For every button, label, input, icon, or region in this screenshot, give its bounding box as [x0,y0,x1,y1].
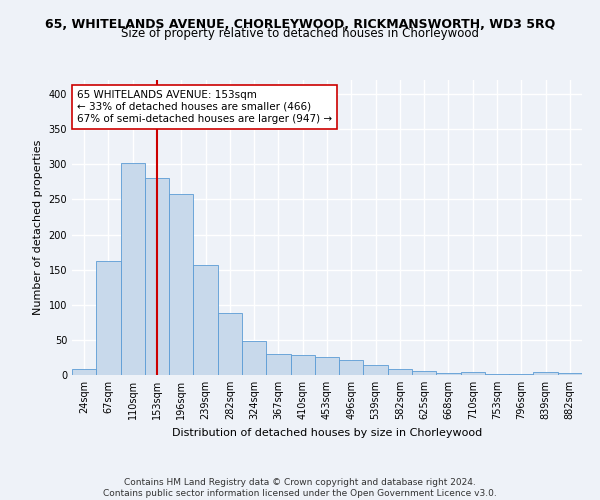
Bar [461,372,485,375]
Bar [218,313,242,375]
Text: 65 WHITELANDS AVENUE: 153sqm
← 33% of detached houses are smaller (466)
67% of s: 65 WHITELANDS AVENUE: 153sqm ← 33% of de… [77,90,332,124]
Bar [412,371,436,375]
Bar [266,354,290,375]
Bar [72,370,96,375]
X-axis label: Distribution of detached houses by size in Chorleywood: Distribution of detached houses by size … [172,428,482,438]
Bar [96,260,121,375]
Bar [388,370,412,375]
Bar [364,365,388,375]
Text: Contains HM Land Registry data © Crown copyright and database right 2024.
Contai: Contains HM Land Registry data © Crown c… [103,478,497,498]
Bar [558,373,582,375]
Bar [145,178,169,375]
Bar [169,194,193,375]
Y-axis label: Number of detached properties: Number of detached properties [33,140,43,315]
Text: 65, WHITELANDS AVENUE, CHORLEYWOOD, RICKMANSWORTH, WD3 5RQ: 65, WHITELANDS AVENUE, CHORLEYWOOD, RICK… [45,18,555,30]
Bar [509,374,533,375]
Bar [436,373,461,375]
Text: Size of property relative to detached houses in Chorleywood: Size of property relative to detached ho… [121,28,479,40]
Bar [242,342,266,375]
Bar [290,354,315,375]
Bar [485,374,509,375]
Bar [315,358,339,375]
Bar [533,372,558,375]
Bar [339,360,364,375]
Bar [193,264,218,375]
Bar [121,163,145,375]
